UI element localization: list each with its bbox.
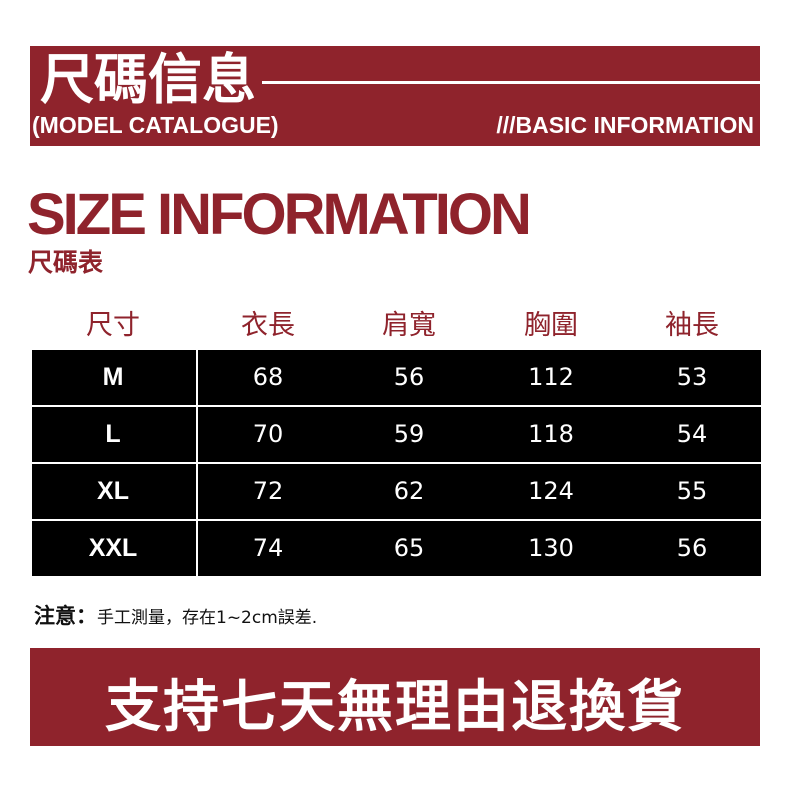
- header-title: 尺碼信息: [40, 48, 256, 111]
- column-header: 衣長: [241, 310, 295, 341]
- header-subtitle-left: (MODEL CATALOGUE): [32, 112, 279, 138]
- table-row: L 70 59 118 54: [32, 407, 761, 462]
- section-subtitle: 尺碼表: [28, 248, 104, 277]
- measurement-cell: 112: [528, 363, 574, 391]
- footer-banner: 支持七天無理由退換貨: [30, 648, 760, 746]
- column-divider: [196, 521, 198, 576]
- table-row: M 68 56 112 53: [32, 350, 761, 405]
- size-label: L: [105, 420, 121, 448]
- measurement-cell: 59: [393, 420, 425, 448]
- measurement-cell: 70: [252, 420, 284, 448]
- measurement-cell: 55: [676, 477, 708, 505]
- measurement-cell: 53: [676, 363, 708, 391]
- column-divider: [196, 464, 198, 519]
- measurement-cell: 72: [252, 477, 284, 505]
- footer-text: 支持七天無理由退換貨: [105, 675, 685, 740]
- size-label: XL: [97, 477, 129, 505]
- measurement-cell: 54: [676, 420, 708, 448]
- measurement-cell: 130: [528, 534, 574, 562]
- measurement-cell: 62: [393, 477, 425, 505]
- measurement-cell: 118: [528, 420, 574, 448]
- size-label: M: [102, 363, 124, 391]
- note-text: 手工測量，存在1~2cm誤差.: [97, 608, 318, 628]
- column-header: 胸圍: [524, 310, 578, 341]
- measurement-cell: 74: [252, 534, 284, 562]
- size-label: XXL: [88, 534, 138, 562]
- column-divider: [196, 350, 198, 405]
- header-subtitle-right: ///BASIC INFORMATION: [496, 112, 754, 138]
- measurement-cell: 124: [528, 477, 574, 505]
- table-row: XL 72 62 124 55: [32, 464, 761, 519]
- column-divider: [196, 407, 198, 462]
- column-header: 袖長: [665, 310, 719, 341]
- section-title: SIZE INFORMATION: [27, 182, 532, 247]
- divider: [262, 81, 760, 84]
- note-label: 注意：: [34, 604, 97, 628]
- measurement-cell: 68: [252, 363, 284, 391]
- measurement-cell: 56: [393, 363, 425, 391]
- measurement-cell: 65: [393, 534, 425, 562]
- note: 注意：手工測量，存在1~2cm誤差.: [34, 600, 317, 630]
- header-banner: 尺碼信息 (MODEL CATALOGUE) ///BASIC INFORMAT…: [30, 46, 760, 146]
- column-header: 肩寬: [382, 310, 436, 341]
- table-row: XXL 74 65 130 56: [32, 521, 761, 576]
- measurement-cell: 56: [676, 534, 708, 562]
- column-header: 尺寸: [86, 310, 140, 341]
